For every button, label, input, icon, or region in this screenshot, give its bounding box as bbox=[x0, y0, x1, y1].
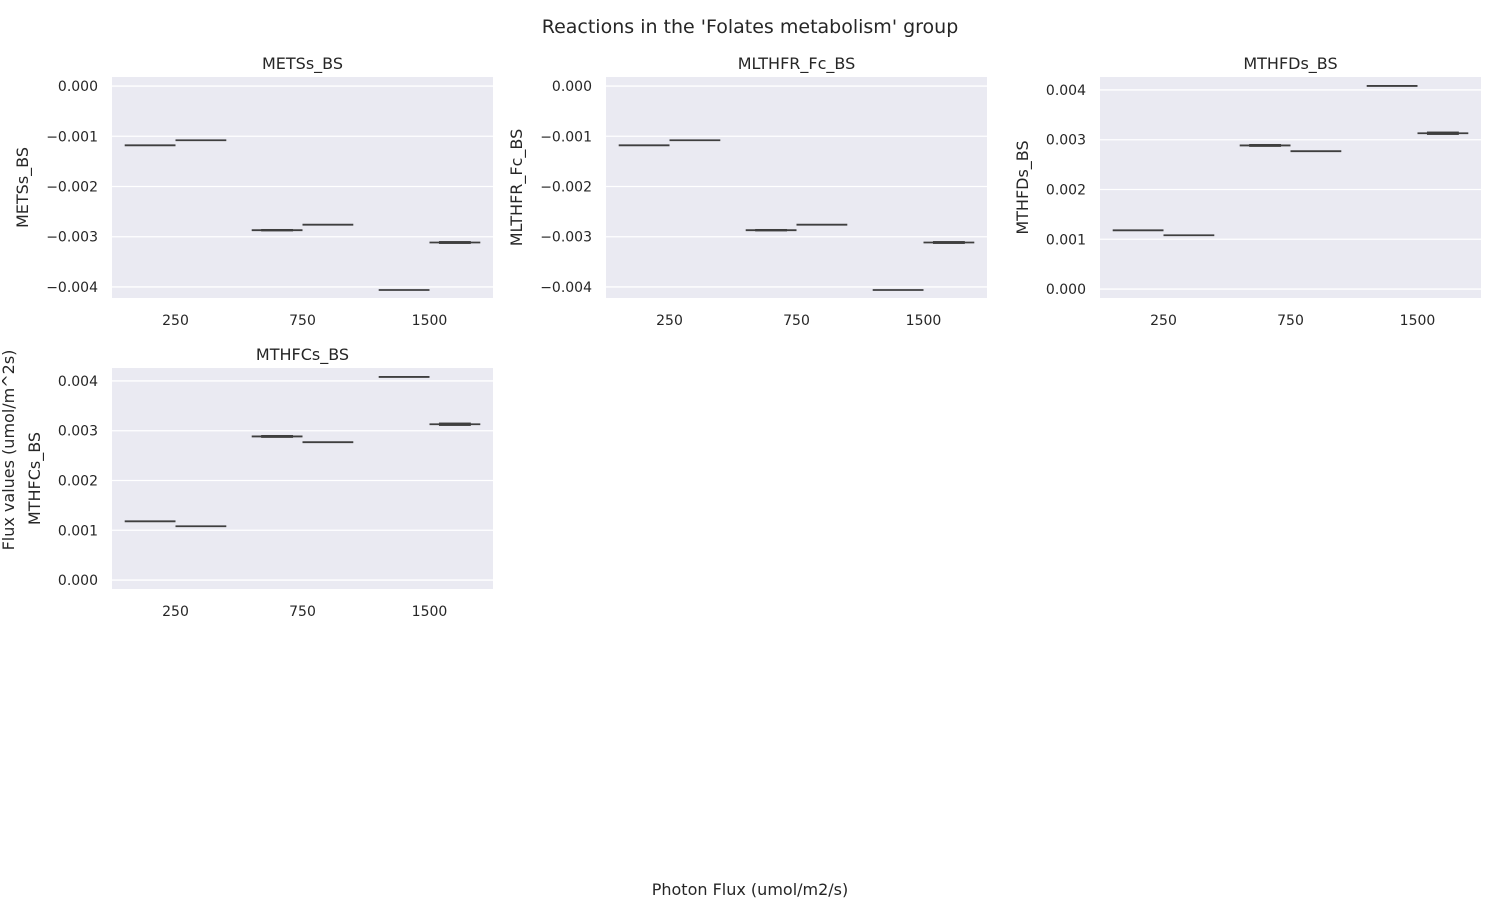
subplot-0: 0.000 −0.001 −0.002 −0.003 −0.004 250 750 1500 M… bbox=[13, 54, 493, 329]
y-tick-label: −0.004 bbox=[46, 280, 98, 296]
x-tick-label: 1500 bbox=[906, 313, 942, 329]
plot-area bbox=[112, 77, 493, 298]
box-hue-a bbox=[1239, 143, 1291, 147]
y-tick-label: −0.004 bbox=[540, 280, 592, 296]
subplot-title: MTHFCs_BS bbox=[256, 345, 349, 365]
y-tick-label: 0.000 bbox=[552, 79, 592, 95]
y-tick-label: 0.004 bbox=[1046, 83, 1086, 99]
subplot-grid: 0.000 −0.001 −0.002 −0.003 −0.004 250 750 1500 M… bbox=[13, 54, 1481, 620]
subplot-y-label: MLTHFR_Fc_BS bbox=[507, 129, 527, 247]
figure-x-label: Photon Flux (umol/m2/s) bbox=[652, 880, 849, 899]
x-tick-label: 250 bbox=[656, 313, 683, 329]
y-tick-label: 0.002 bbox=[1046, 182, 1086, 198]
plot-area bbox=[606, 77, 987, 298]
box-hue-b bbox=[1417, 131, 1469, 135]
box-hue-b bbox=[923, 241, 975, 244]
box-hue-a bbox=[745, 228, 797, 232]
y-tick-label: −0.003 bbox=[540, 230, 592, 246]
subplot-y-label: MTHFDs_BS bbox=[1013, 140, 1033, 234]
y-tick-label: 0.003 bbox=[1046, 133, 1086, 149]
y-tick-label: −0.001 bbox=[540, 129, 592, 145]
x-tick-label: 1500 bbox=[412, 313, 448, 329]
x-tick-label: 250 bbox=[162, 604, 189, 620]
y-tick-label: 0.002 bbox=[58, 473, 98, 489]
subplot-title: MTHFDs_BS bbox=[1243, 54, 1337, 74]
figure-y-label: Flux values (umol/m^2s) bbox=[0, 350, 18, 551]
subplot-2: 0.000 0.001 0.002 0.003 0.004 250 750 1500 MTHFD… bbox=[1013, 54, 1481, 329]
y-tick-label: −0.001 bbox=[46, 129, 98, 145]
plot-area bbox=[112, 368, 493, 589]
figure-title: Reactions in the 'Folates metabolism' gr… bbox=[542, 16, 959, 38]
x-tick-label: 750 bbox=[1277, 313, 1304, 329]
box-hue-a bbox=[251, 228, 303, 232]
y-tick-label: 0.000 bbox=[1046, 282, 1086, 298]
y-tick-label: 0.000 bbox=[58, 79, 98, 95]
y-tick-label: 0.001 bbox=[58, 523, 98, 539]
x-tick-label: 1500 bbox=[412, 604, 448, 620]
y-tick-label: 0.003 bbox=[58, 424, 98, 440]
y-tick-label: −0.002 bbox=[46, 179, 98, 195]
box-hue-a bbox=[251, 434, 303, 438]
y-tick-label: −0.002 bbox=[540, 179, 592, 195]
x-tick-label: 250 bbox=[162, 313, 189, 329]
subplot-title: MLTHFR_Fc_BS bbox=[738, 54, 856, 74]
y-tick-label: 0.001 bbox=[1046, 232, 1086, 248]
box-hue-b bbox=[429, 422, 481, 426]
x-tick-label: 250 bbox=[1150, 313, 1177, 329]
plot-area bbox=[1100, 77, 1481, 298]
box-hue-b bbox=[429, 241, 481, 244]
x-tick-label: 1500 bbox=[1400, 313, 1436, 329]
subplot-y-label: METSs_BS bbox=[13, 147, 33, 228]
subplot-1: 0.000 −0.001 −0.002 −0.003 −0.004 250 750 1500 M… bbox=[507, 54, 987, 329]
y-tick-label: −0.003 bbox=[46, 230, 98, 246]
x-tick-label: 750 bbox=[783, 313, 810, 329]
subplot-title: METSs_BS bbox=[262, 54, 343, 74]
y-tick-label: 0.004 bbox=[58, 374, 98, 390]
x-tick-label: 750 bbox=[289, 604, 316, 620]
y-tick-label: 0.000 bbox=[58, 573, 98, 589]
subplot-y-label: MTHFCs_BS bbox=[25, 432, 45, 525]
subplot-3: 0.000 0.001 0.002 0.003 0.004 250 750 1500 MTHFC… bbox=[25, 345, 493, 620]
x-tick-label: 750 bbox=[289, 313, 316, 329]
